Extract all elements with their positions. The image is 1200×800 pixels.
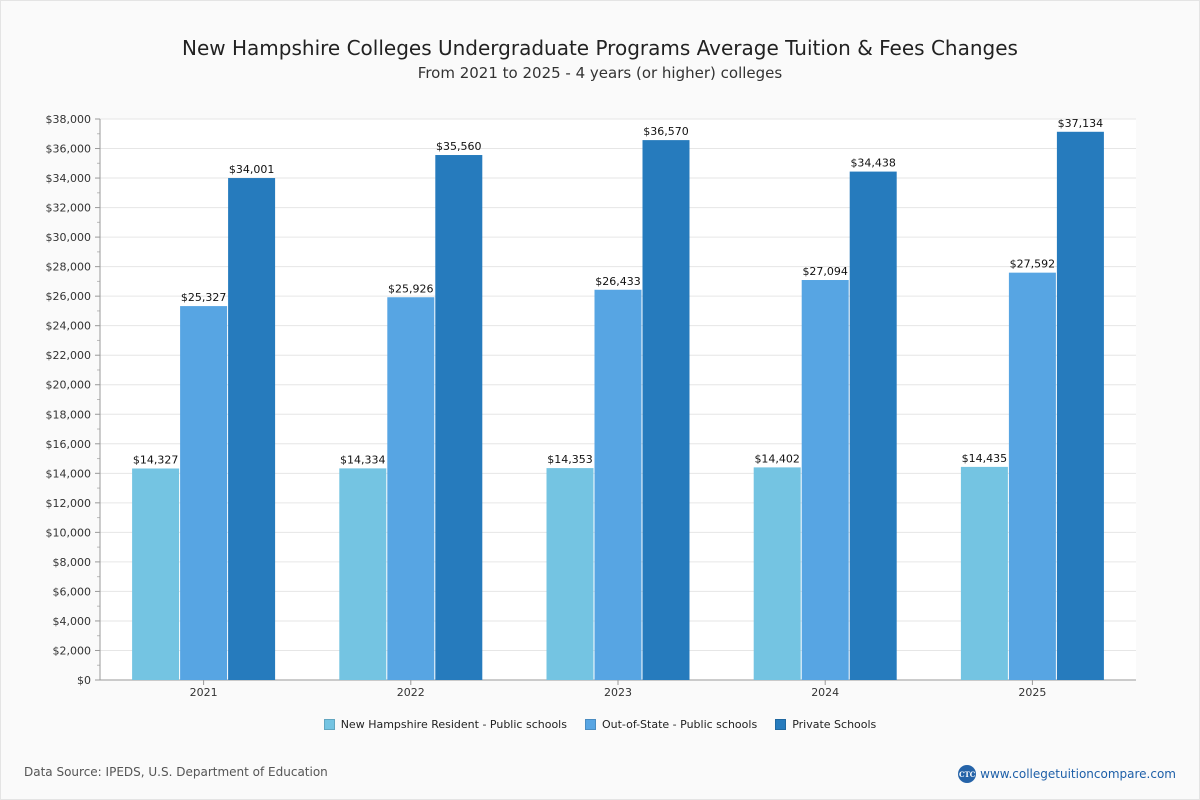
legend-label-private: Private Schools — [792, 718, 877, 731]
data-source-text: Data Source: IPEDS, U.S. Department of E… — [24, 765, 328, 779]
bar-value-label: $14,334 — [340, 453, 386, 466]
bar-value-label: $34,438 — [850, 157, 896, 170]
legend-swatch-resident — [323, 719, 335, 730]
y-tick-label: $26,000 — [46, 290, 92, 303]
bar-value-label: $14,327 — [133, 453, 179, 466]
bar-value-label: $14,435 — [962, 452, 1008, 465]
y-tick-label: $6,000 — [53, 585, 92, 598]
bar — [960, 466, 1008, 680]
y-tick-label: $8,000 — [53, 556, 92, 569]
bar — [132, 468, 180, 680]
y-tick-label: $2,000 — [53, 644, 92, 657]
bar — [801, 280, 849, 680]
legend-label-resident: New Hampshire Resident - Public schools — [340, 718, 567, 731]
bar — [849, 171, 897, 680]
bar-value-label: $27,592 — [1010, 258, 1056, 271]
bar — [387, 297, 435, 680]
y-tick-label: $0 — [77, 674, 91, 687]
legend-item-resident[interactable]: New Hampshire Resident - Public schools — [323, 718, 567, 731]
legend-swatch-private — [775, 719, 787, 730]
bar-value-label: $25,327 — [181, 291, 227, 304]
y-tick-label: $14,000 — [46, 467, 92, 480]
bar-value-label: $14,353 — [547, 453, 593, 466]
y-tick-label: $16,000 — [46, 438, 92, 451]
chart-title: New Hampshire Colleges Undergraduate Pro… — [182, 36, 1018, 60]
y-tick-label: $10,000 — [46, 526, 92, 539]
x-tick-label: 2024 — [811, 686, 839, 699]
bar — [435, 155, 483, 681]
bar-value-label: $26,433 — [595, 275, 641, 288]
y-tick-label: $4,000 — [53, 615, 92, 628]
x-tick-label: 2025 — [1018, 686, 1046, 699]
bar-value-label: $25,926 — [388, 282, 434, 295]
bar — [339, 468, 387, 680]
chart-subtitle: From 2021 to 2025 - 4 years (or higher) … — [417, 64, 783, 82]
x-tick-label: 2022 — [397, 686, 425, 699]
bar-value-label: $37,134 — [1058, 117, 1104, 130]
bar — [180, 306, 228, 680]
x-tick-label: 2023 — [604, 686, 632, 699]
y-tick-label: $24,000 — [46, 320, 92, 333]
chart-legend: New Hampshire Resident - Public schools … — [0, 718, 1200, 731]
y-tick-label: $30,000 — [46, 231, 92, 244]
bar — [1008, 272, 1056, 680]
y-tick-label: $38,000 — [46, 113, 92, 126]
legend-swatch-out-of-state — [584, 719, 596, 730]
bar — [546, 468, 594, 680]
y-tick-label: $20,000 — [46, 379, 92, 392]
bar — [753, 467, 801, 680]
y-tick-label: $34,000 — [46, 172, 92, 185]
legend-label-out-of-state: Out-of-State - Public schools — [601, 718, 758, 731]
bar-value-label: $27,094 — [802, 265, 848, 278]
y-tick-label: $32,000 — [46, 202, 92, 215]
brand-logo-icon: CTC — [958, 765, 977, 783]
bar — [594, 289, 642, 680]
y-tick-label: $22,000 — [46, 349, 92, 362]
bar-value-label: $14,402 — [754, 452, 800, 465]
brand-link[interactable]: CTC www.collegetuitioncompare.com — [958, 765, 1176, 783]
brand-url: www.collegetuitioncompare.com — [980, 767, 1176, 781]
y-tick-label: $18,000 — [46, 408, 92, 421]
x-tick-label: 2021 — [190, 686, 218, 699]
bar — [1056, 131, 1104, 680]
bar-value-label: $35,560 — [436, 140, 482, 153]
y-tick-label: $12,000 — [46, 497, 92, 510]
bar-value-label: $34,001 — [229, 163, 275, 176]
bar — [642, 140, 690, 680]
legend-item-out-of-state[interactable]: Out-of-State - Public schools — [584, 718, 758, 731]
bar-value-label: $36,570 — [643, 125, 689, 138]
y-tick-label: $28,000 — [46, 261, 92, 274]
bar — [228, 178, 276, 680]
y-tick-label: $36,000 — [46, 143, 92, 156]
legend-item-private[interactable]: Private Schools — [775, 718, 876, 731]
